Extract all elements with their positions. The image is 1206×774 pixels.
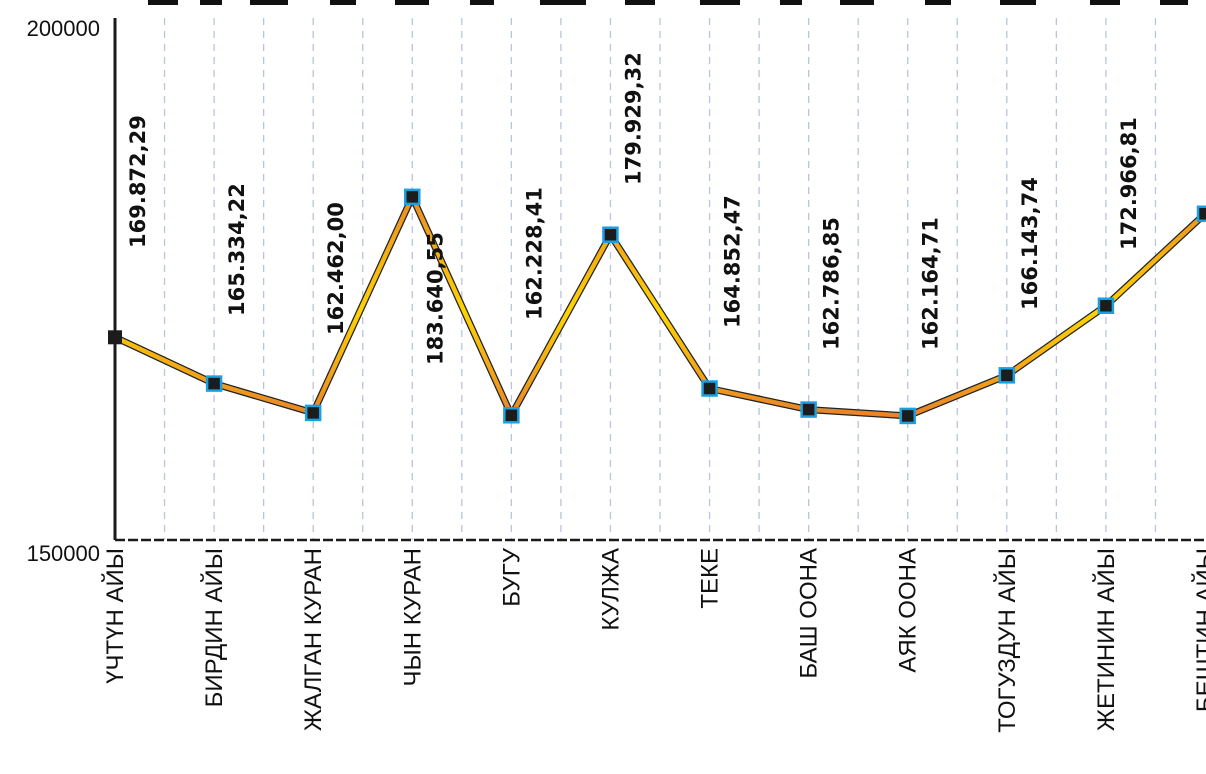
- x-tick-label: ТЕКЕ: [697, 548, 724, 609]
- x-tick-label: БИРДИН АЙЫ: [200, 548, 228, 707]
- title-fragment: [148, 0, 1188, 5]
- data-label: 172.966,81: [1117, 117, 1141, 250]
- data-point-marker: [998, 367, 1016, 384]
- x-tick-label: КУЛЖА: [597, 548, 624, 631]
- data-label: 183.640,55: [423, 232, 447, 365]
- data-label: 169.872,29: [126, 115, 150, 248]
- x-tick-label: ЖАЛГАН КУРАН: [300, 548, 327, 731]
- data-label: 162.786,85: [820, 217, 844, 350]
- data-label: 165.334,22: [225, 183, 249, 316]
- x-tick-label: ҮЧТҮН АЙЫ: [101, 548, 129, 684]
- x-tick-label: БЕШТИН АЙЫ: [1191, 548, 1206, 712]
- data-label: 162.228,41: [522, 187, 546, 320]
- data-label: 164.852,47: [721, 195, 745, 328]
- data-point-marker: [701, 380, 718, 397]
- data-label: 162.462,00: [324, 202, 348, 335]
- grid-lines: [163, 18, 1157, 540]
- x-tick-label: ЧЫН КУРАН: [399, 548, 426, 686]
- axes: [113, 18, 1205, 542]
- x-tick-label: БУГУ: [498, 547, 525, 606]
- series-line-path: [112, 194, 1206, 419]
- data-point-marker: [602, 226, 619, 243]
- data-markers: [108, 188, 1206, 425]
- data-point-marker: [899, 407, 916, 425]
- x-tick-label: БАШ ООНА: [796, 548, 823, 679]
- data-labels: 169.872,29 165.334,22 162.462,00 183.640,55…: [126, 52, 1141, 365]
- data-point-marker: [404, 188, 421, 206]
- x-tick-label: ЖЕТИНИН АЙЫ: [1092, 548, 1120, 731]
- x-tick-label: ТОГУЗДУН АЙЫ: [993, 548, 1021, 733]
- data-point-marker: [304, 404, 322, 422]
- data-point-marker: [1097, 297, 1115, 314]
- x-axis-categories: ҮЧТҮН АЙЫ БИРДИН АЙЫ ЖАЛГАН КУРАН ЧЫН КУРАН…: [101, 547, 1206, 732]
- data-point-marker: [108, 330, 122, 345]
- data-label: 179.929,32: [621, 52, 645, 185]
- series-line: [111, 193, 1206, 420]
- y-tick-label: 150000: [27, 541, 100, 566]
- data-point-marker: [503, 407, 520, 424]
- data-point-marker: [205, 375, 223, 392]
- y-axis-ticks: 200000 150000: [27, 16, 100, 566]
- data-point-marker: [800, 401, 817, 418]
- data-label: 162.164,71: [919, 217, 943, 350]
- x-tick-label: АЯК ООНА: [895, 548, 922, 673]
- data-label: 166.143,74: [1018, 177, 1042, 310]
- y-tick-label: 200000: [27, 16, 100, 41]
- data-point-marker: [1196, 205, 1206, 223]
